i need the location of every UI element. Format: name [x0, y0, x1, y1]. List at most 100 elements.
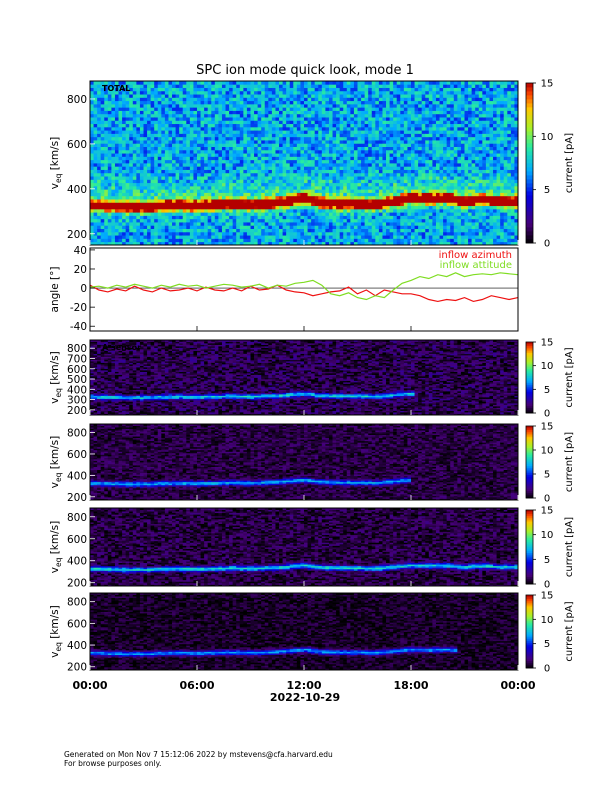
spectrogram-cell [189, 235, 194, 239]
spectrogram-cell [418, 110, 423, 115]
spectrogram-cell [378, 103, 383, 108]
spectrogram-cell [211, 149, 216, 154]
spectrogram-cell [318, 94, 323, 98]
spectrogram-cell [161, 189, 166, 193]
spectrogram-cell [396, 103, 401, 108]
spectrogram-cell [275, 228, 280, 233]
spectrogram-cell [211, 130, 216, 134]
spectrogram-cell [100, 100, 105, 105]
spectrogram-cell [150, 156, 155, 161]
spectrogram-cell [271, 202, 276, 207]
spectrogram-cell [172, 133, 176, 138]
spectrogram-cell [353, 159, 358, 164]
spectrogram-cell [296, 107, 301, 111]
spectrogram-cell [261, 156, 266, 161]
spectrogram-cell [343, 84, 348, 88]
spectrogram-cell [393, 120, 398, 125]
spectrogram-cell [321, 81, 326, 85]
spectrogram-cell [400, 166, 405, 170]
spectrogram-cell [368, 192, 373, 197]
spectrogram-cell [275, 169, 280, 174]
spectrogram-cell [122, 172, 127, 177]
spectrogram-cell [172, 136, 176, 141]
spectrogram-cell [332, 87, 337, 92]
spectrogram-cell [179, 228, 184, 233]
spectrogram-cell [236, 97, 241, 102]
spectrogram-cell [407, 235, 412, 239]
spectrogram-cell [332, 166, 337, 170]
spectrogram-cell [132, 153, 137, 157]
spectrogram-cell [90, 126, 94, 131]
spectrogram-cell [254, 208, 259, 213]
spectrogram-cell [400, 153, 405, 157]
spectrogram-cell [275, 166, 280, 170]
spectrogram-cell [435, 140, 440, 144]
spectrogram-cell [264, 215, 269, 220]
spectrogram-cell [90, 94, 94, 98]
spectrogram-cell [125, 97, 130, 102]
spectrogram-cell [225, 185, 230, 190]
spectrogram-cell [164, 136, 169, 141]
spectrogram-cell [289, 222, 294, 226]
spectrogram-cell [186, 215, 191, 220]
spectrogram-cell [129, 222, 134, 226]
spectrogram-cell [107, 110, 112, 115]
spectrogram-cell [432, 153, 437, 157]
spectrogram-cell [439, 172, 444, 177]
spectrogram-cell [200, 179, 205, 184]
spectrogram-cell [150, 136, 155, 141]
spectrogram-cell [147, 143, 152, 147]
spectrogram-cell [307, 133, 312, 138]
spectrogram-cell [343, 235, 348, 239]
spectrogram-cell [172, 130, 176, 134]
spectrogram-cell [182, 225, 187, 229]
spectrogram-cell [332, 84, 337, 88]
spectrogram-cell [282, 228, 287, 233]
spectrogram-cell [104, 228, 109, 233]
spectrogram-cell [382, 235, 387, 239]
spectrogram-cell [90, 205, 94, 210]
spectrogram-cell [418, 225, 423, 229]
spectrogram-cell [172, 192, 176, 197]
spectrogram-cell [254, 133, 259, 138]
spectrogram-cell [336, 140, 341, 144]
spectrogram-cell [375, 195, 380, 200]
spectrogram-cell [279, 133, 283, 138]
spectrogram-cell [236, 84, 241, 88]
spectrogram-cell [336, 126, 341, 131]
spectrogram-cell [189, 163, 194, 167]
spectrogram-cell [129, 146, 134, 151]
spectrogram-cell [232, 163, 237, 167]
spectrogram-cell [336, 163, 341, 167]
spectrogram-cell [425, 143, 430, 147]
spectrogram-cell [204, 172, 209, 177]
spectrogram-cell [129, 156, 134, 161]
spectrogram-cell [139, 126, 144, 131]
spectrogram-cell [232, 228, 237, 233]
spectrogram-cell [104, 90, 109, 95]
spectrogram-cell [414, 140, 419, 144]
spectrogram-cell [289, 87, 294, 92]
spectrogram-cell [250, 238, 255, 243]
spectrogram-cell [154, 176, 159, 180]
spectrogram-cell [122, 208, 127, 213]
spectrogram-cell [375, 235, 380, 239]
spectrogram-cell [218, 146, 223, 151]
spectrogram-cell [350, 185, 355, 190]
spectrogram-cell [243, 117, 248, 121]
spectrogram-cell [364, 123, 369, 128]
spectrogram-cell [289, 140, 294, 144]
spectrogram-cell [375, 205, 380, 210]
spectrogram-cell [204, 208, 209, 213]
spectrogram-cell [307, 185, 312, 190]
spectrogram-cell [114, 218, 119, 223]
spectrogram-cell [357, 235, 362, 239]
spectrogram-cell [307, 130, 312, 134]
spectrogram-cell [164, 113, 169, 118]
spectrogram-cell [353, 90, 358, 95]
spectrogram-cell [172, 169, 176, 174]
spectrogram-cell [435, 225, 440, 229]
spectrogram-cell [282, 185, 287, 190]
spectrogram-cell [132, 182, 137, 187]
spectrogram-cell [414, 133, 419, 138]
